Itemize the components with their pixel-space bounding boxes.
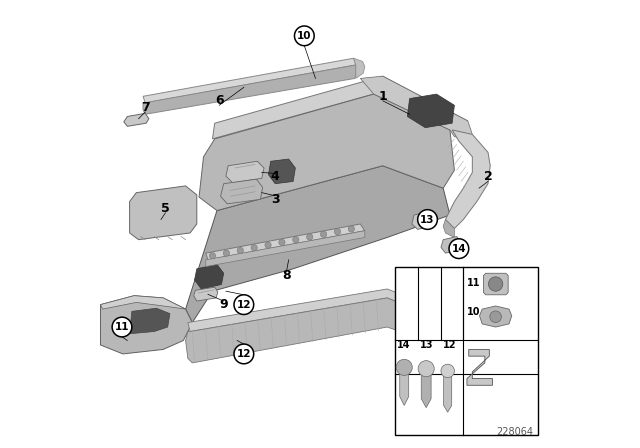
Text: 13: 13 <box>420 215 435 224</box>
Polygon shape <box>269 159 296 184</box>
Text: 4: 4 <box>271 170 280 184</box>
Circle shape <box>418 361 435 377</box>
Polygon shape <box>130 186 197 240</box>
Text: 3: 3 <box>271 193 280 206</box>
Circle shape <box>488 277 503 291</box>
Text: 1: 1 <box>378 90 387 103</box>
Polygon shape <box>194 287 218 301</box>
Text: 7: 7 <box>141 101 150 114</box>
Text: 8: 8 <box>282 269 291 282</box>
Polygon shape <box>212 76 468 139</box>
Polygon shape <box>124 113 149 126</box>
Polygon shape <box>221 179 262 204</box>
Polygon shape <box>199 94 454 211</box>
Polygon shape <box>407 94 454 128</box>
Circle shape <box>265 242 271 248</box>
Circle shape <box>294 26 314 46</box>
Polygon shape <box>444 374 452 412</box>
Polygon shape <box>186 298 452 363</box>
Polygon shape <box>400 370 409 405</box>
Polygon shape <box>206 231 365 267</box>
Text: 5: 5 <box>161 202 170 215</box>
Polygon shape <box>421 372 431 408</box>
Polygon shape <box>186 166 450 323</box>
Text: 12: 12 <box>237 349 251 359</box>
Circle shape <box>334 228 340 235</box>
Text: 10: 10 <box>467 307 481 317</box>
Polygon shape <box>226 161 264 183</box>
Text: 11: 11 <box>467 278 481 288</box>
Polygon shape <box>188 289 450 332</box>
Circle shape <box>234 295 253 314</box>
Polygon shape <box>143 58 356 103</box>
Circle shape <box>234 344 253 364</box>
Text: 12: 12 <box>237 300 251 310</box>
Text: 6: 6 <box>215 94 223 108</box>
Polygon shape <box>445 130 490 228</box>
Circle shape <box>490 311 502 323</box>
Polygon shape <box>353 58 365 78</box>
Text: 10: 10 <box>297 31 312 41</box>
Circle shape <box>209 253 216 259</box>
Polygon shape <box>100 296 192 354</box>
Bar <box>396 267 538 435</box>
Circle shape <box>251 245 257 251</box>
Text: 2: 2 <box>484 170 492 184</box>
Circle shape <box>348 226 355 232</box>
Circle shape <box>321 231 327 237</box>
Circle shape <box>418 210 437 229</box>
Circle shape <box>237 247 243 254</box>
Circle shape <box>449 239 468 258</box>
Polygon shape <box>360 76 472 139</box>
Polygon shape <box>195 264 224 289</box>
Text: 11: 11 <box>115 322 129 332</box>
Text: 13: 13 <box>419 340 433 350</box>
Polygon shape <box>443 220 454 237</box>
Circle shape <box>279 239 285 246</box>
Text: 228064: 228064 <box>496 427 533 437</box>
Text: 14: 14 <box>397 340 410 350</box>
Circle shape <box>441 364 454 378</box>
Polygon shape <box>130 308 170 334</box>
Circle shape <box>112 317 132 337</box>
Polygon shape <box>467 349 493 385</box>
Polygon shape <box>206 224 365 260</box>
Text: 14: 14 <box>452 244 466 254</box>
Text: 12: 12 <box>443 340 456 350</box>
Circle shape <box>223 250 230 256</box>
Text: 9: 9 <box>220 298 228 311</box>
Polygon shape <box>143 65 356 114</box>
Polygon shape <box>100 296 186 309</box>
Polygon shape <box>441 237 461 253</box>
Polygon shape <box>479 306 512 327</box>
Circle shape <box>307 234 313 240</box>
Polygon shape <box>484 273 508 295</box>
Circle shape <box>292 237 299 243</box>
Polygon shape <box>412 212 435 229</box>
Circle shape <box>396 359 412 375</box>
